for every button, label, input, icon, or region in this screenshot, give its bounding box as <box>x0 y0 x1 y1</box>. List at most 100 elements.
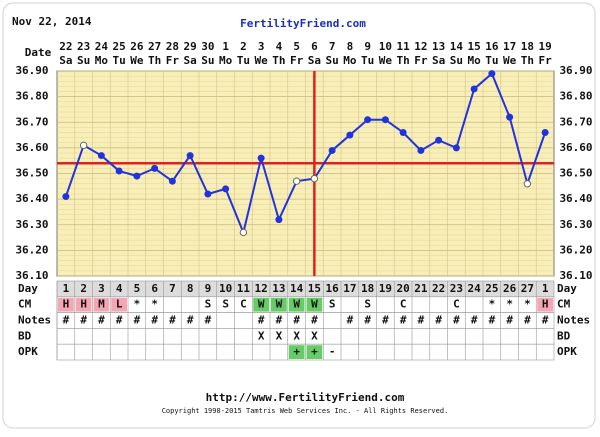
row-cell: 10 <box>219 282 232 295</box>
row-cell: W <box>276 298 283 311</box>
row-cell: # <box>169 314 176 327</box>
row-cell: # <box>524 314 531 327</box>
temperature-point <box>541 129 549 136</box>
temperature-point <box>381 116 389 124</box>
weekday-label: Th <box>272 54 285 67</box>
row-cell: # <box>364 314 371 327</box>
temperature-point <box>417 146 425 154</box>
row-cell: # <box>205 314 212 327</box>
row-label: CM <box>18 298 32 311</box>
weekday-label: Mo <box>219 54 233 67</box>
weekday-label: Su <box>201 54 214 67</box>
date-label: 6 <box>311 40 318 53</box>
weekday-label: We <box>503 54 517 67</box>
weekday-label: Su <box>450 54 463 67</box>
temperature-point <box>97 152 105 160</box>
row-cell: * <box>134 298 141 311</box>
temperature-point <box>292 177 301 185</box>
temperature-point <box>239 228 248 237</box>
date-label: 22 <box>59 40 72 53</box>
date-label: 28 <box>166 40 179 53</box>
weekday-label: Sa <box>184 54 197 67</box>
row-cell: 22 <box>432 282 445 295</box>
row-cell: # <box>134 314 141 327</box>
y-tick-label: 36.60 <box>15 141 48 154</box>
temperature-point <box>488 70 496 78</box>
row-cell: # <box>116 314 123 327</box>
row-label-right: Notes <box>557 314 590 327</box>
date-label: 26 <box>130 40 144 53</box>
y-tick-label-right: 36.60 <box>559 141 592 154</box>
temperature-point <box>168 177 176 185</box>
row-cell: S <box>222 298 229 311</box>
row-cell: 16 <box>326 282 340 295</box>
row-cell: 11 <box>237 282 251 295</box>
footer-url: http://www.FertilityFriend.com <box>206 391 405 404</box>
row-cell: # <box>347 314 354 327</box>
temperature-point <box>328 146 336 154</box>
temperature-point <box>346 131 354 139</box>
cell-highlight <box>306 297 323 312</box>
weekday-label: Fr <box>414 54 428 67</box>
y-tick-label: 36.20 <box>15 243 48 256</box>
date-label: Date <box>25 46 52 59</box>
weekday-label: Sa <box>432 54 445 67</box>
temperature-point <box>204 190 212 198</box>
row-cell: 24 <box>468 282 482 295</box>
date-label: 3 <box>258 40 265 53</box>
row-cell: # <box>311 314 318 327</box>
temperature-point <box>79 141 88 150</box>
row-cell: + <box>311 345 318 358</box>
row-cell: 19 <box>379 282 392 295</box>
y-tick-label: 36.80 <box>15 90 48 103</box>
cell-highlight <box>93 297 110 312</box>
weekday-label: Th <box>397 54 410 67</box>
row-cell: X <box>276 329 283 342</box>
y-tick-label: 36.90 <box>15 64 48 77</box>
row-cell: 6 <box>151 282 158 295</box>
weekday-label: We <box>130 54 144 67</box>
date-label: 27 <box>148 40 161 53</box>
row-cell: # <box>489 314 496 327</box>
row-cell: 8 <box>187 282 194 295</box>
row-cell: # <box>187 314 194 327</box>
row-cell: # <box>506 314 513 327</box>
date-label: 25 <box>113 40 126 53</box>
y-tick-label: 36.10 <box>15 269 48 282</box>
y-tick-label-right: 36.90 <box>559 64 592 77</box>
y-tick-label-right: 36.40 <box>559 192 592 205</box>
weekday-label: We <box>255 54 269 67</box>
row-cell: 9 <box>205 282 212 295</box>
weekday-label: Tu <box>113 54 126 67</box>
row-cell: * <box>489 298 496 311</box>
temperature-point <box>506 113 514 121</box>
y-tick-label-right: 36.10 <box>559 269 592 282</box>
y-tick-label-right: 36.70 <box>559 115 592 128</box>
row-cell: 15 <box>308 282 321 295</box>
row-cell: # <box>98 314 105 327</box>
row-cell: 2 <box>80 282 87 295</box>
y-tick-label: 36.30 <box>15 218 48 231</box>
date-label: 10 <box>379 40 392 53</box>
row-cell: C <box>453 298 460 311</box>
date-label: 15 <box>468 40 481 53</box>
y-tick-label-right: 36.50 <box>559 167 592 180</box>
row-cell: # <box>382 314 389 327</box>
cell-highlight <box>271 297 287 312</box>
cell-highlight <box>306 345 323 359</box>
date-label: 16 <box>485 40 499 53</box>
temperature-point <box>222 185 230 193</box>
row-label: Notes <box>18 314 51 327</box>
weekday-label: Tu <box>485 54 498 67</box>
cell-highlight <box>288 297 305 312</box>
row-cell: 20 <box>397 282 410 295</box>
weekday-label: Th <box>148 54 161 67</box>
row-cell: 27 <box>521 282 534 295</box>
header-date: Nov 22, 2014 <box>12 15 92 28</box>
row-cell: - <box>329 345 336 358</box>
weekday-label: Tu <box>361 54 374 67</box>
row-cell: M <box>98 298 105 311</box>
row-cell: 13 <box>272 282 285 295</box>
